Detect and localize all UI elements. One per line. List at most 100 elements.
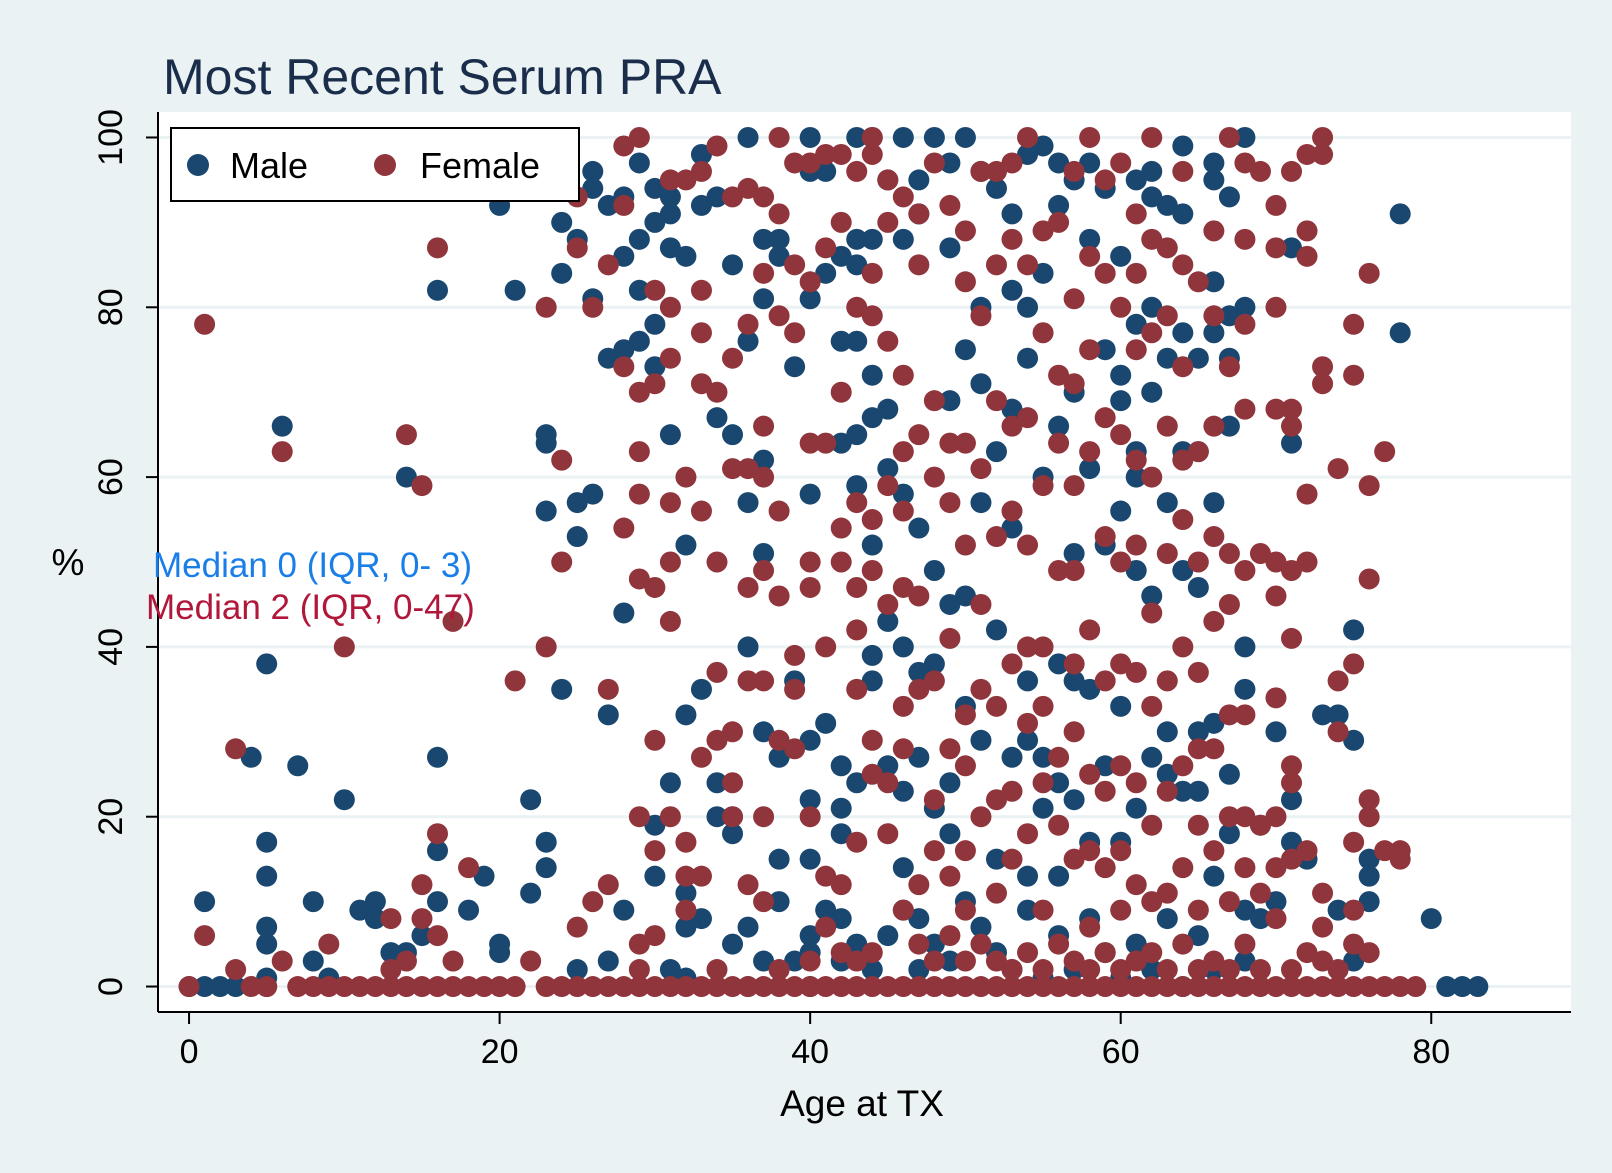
female-point-473 (1389, 840, 1411, 862)
male-point-180 (923, 126, 945, 148)
female-point-314 (1094, 780, 1116, 802)
female-point-141 (784, 678, 806, 700)
male-point-327 (1420, 908, 1442, 930)
female-point-452 (1327, 670, 1349, 692)
female-point-135 (768, 500, 790, 522)
female-point-366 (1172, 356, 1194, 378)
female-point-51 (582, 976, 604, 998)
male-point-64 (628, 279, 650, 301)
male-point-73 (659, 959, 681, 981)
female-point-210 (908, 424, 930, 446)
male-point-243 (1094, 755, 1116, 777)
male-point-60 (613, 339, 635, 361)
female-point-274 (1032, 976, 1054, 998)
female-point-44 (551, 976, 573, 998)
male-point-72 (644, 177, 666, 199)
female-point-439 (1296, 220, 1318, 242)
male-point-249 (1110, 695, 1132, 717)
female-point-250 (985, 789, 1007, 811)
male-point-186 (939, 237, 961, 259)
female-point-42 (535, 636, 557, 658)
female-point-187 (861, 126, 883, 148)
male-point-211 (1017, 865, 1039, 887)
female-point-217 (923, 670, 945, 692)
female-point-89 (675, 865, 697, 887)
female-point-376 (1187, 441, 1209, 463)
female-point-437 (1296, 483, 1318, 505)
female-point-166 (830, 381, 852, 403)
female-point-403 (1234, 313, 1256, 335)
male-point-185 (939, 390, 961, 412)
male-point-10 (256, 865, 278, 887)
female-point-236 (954, 432, 976, 454)
female-point-218 (923, 466, 945, 488)
female-point-68 (628, 483, 650, 505)
female-point-48 (566, 916, 588, 938)
male-point-310 (1265, 721, 1287, 743)
female-point-248 (985, 950, 1007, 972)
female-point-205 (908, 976, 930, 998)
male-point-107 (753, 449, 775, 471)
male-point-227 (1048, 415, 1070, 437)
female-point-260 (1001, 653, 1023, 675)
male-point-28 (426, 746, 448, 768)
male-point-141 (846, 772, 868, 794)
female-point-445 (1312, 373, 1334, 395)
male-point-319 (1343, 950, 1365, 972)
female-point-441 (1312, 976, 1334, 998)
female-point-101 (706, 976, 728, 998)
female-point-406 (1249, 976, 1271, 998)
female-point-431 (1281, 398, 1303, 420)
male-point-255 (1125, 797, 1147, 819)
female-point-146 (799, 976, 821, 998)
female-point-443 (1312, 916, 1334, 938)
legend-female-marker (374, 154, 396, 176)
female-point-204 (892, 186, 914, 208)
female-point-173 (846, 619, 868, 641)
male-point-314 (1281, 237, 1303, 259)
male-point-329 (1451, 976, 1473, 998)
female-point-52 (582, 891, 604, 913)
female-point-49 (566, 237, 588, 259)
male-point-46 (566, 959, 588, 981)
female-point-465 (1358, 568, 1380, 590)
female-point-327 (1110, 424, 1132, 446)
female-point-345 (1141, 602, 1163, 624)
female-point-426 (1281, 772, 1303, 794)
female-point-308 (1079, 339, 1101, 361)
female-point-285 (1048, 814, 1070, 836)
female-point-47 (566, 976, 588, 998)
female-point-280 (1032, 475, 1054, 497)
female-point-103 (706, 729, 728, 751)
male-point-127 (799, 126, 821, 148)
male-point-256 (1125, 559, 1147, 581)
female-point-175 (846, 492, 868, 514)
male-point-156 (877, 925, 899, 947)
female-point-86 (659, 169, 681, 191)
x-tick-label-20: 20 (481, 1033, 519, 1071)
male-point-20 (364, 908, 386, 930)
male-point-101 (737, 492, 759, 514)
female-point-111 (722, 721, 744, 743)
female-point-202 (892, 441, 914, 463)
female-point-230 (954, 950, 976, 972)
female-point-340 (1141, 976, 1163, 998)
female-point-18 (380, 959, 402, 981)
male-point-279 (1172, 203, 1194, 225)
female-point-78 (644, 279, 666, 301)
female-point-87 (675, 976, 697, 998)
female-point-373 (1187, 738, 1209, 760)
legend: Male Female (170, 127, 580, 202)
male-point-90 (706, 772, 728, 794)
male-point-216 (1017, 143, 1039, 165)
female-point-325 (1110, 653, 1132, 675)
female-point-365 (1172, 449, 1194, 471)
female-point-137 (768, 203, 790, 225)
male-point-56 (597, 347, 619, 369)
female-point-6 (256, 976, 278, 998)
female-point-249 (985, 882, 1007, 904)
female-point-390 (1218, 806, 1240, 828)
female-point-174 (846, 576, 868, 598)
female-point-140 (784, 738, 806, 760)
female-point-156 (815, 865, 837, 887)
